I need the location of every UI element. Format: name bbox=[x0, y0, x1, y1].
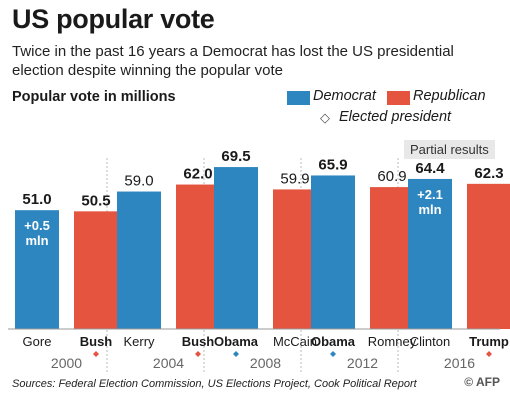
data-label: 64.4 bbox=[415, 160, 445, 177]
bar-democrat-2000 bbox=[15, 210, 59, 329]
data-label: 65.9 bbox=[318, 156, 347, 173]
legend-label-republican: Republican bbox=[413, 88, 486, 104]
bar-democrat-2016 bbox=[408, 178, 452, 329]
candidate-label: Gore bbox=[23, 334, 52, 349]
bar-republican-2008 bbox=[273, 189, 317, 329]
data-label: 60.9 bbox=[377, 168, 406, 185]
elected-diamond-icon bbox=[195, 351, 201, 357]
year-tick-label: 2016 bbox=[444, 355, 475, 371]
legend-label-democrat: Democrat bbox=[313, 88, 376, 104]
year-tick-label: 2000 bbox=[51, 355, 82, 371]
legend-swatch-republican bbox=[387, 91, 410, 105]
data-label: 69.5 bbox=[221, 148, 250, 165]
bar-annotation: +0.5 mln bbox=[24, 218, 50, 248]
elected-diamond-icon bbox=[233, 351, 239, 357]
year-tick-label: 2004 bbox=[153, 355, 184, 371]
chart-title: US popular vote bbox=[12, 4, 215, 34]
bar-republican-2004 bbox=[176, 184, 220, 329]
source-note: Sources: Federal Election Commission, US… bbox=[12, 378, 417, 390]
bar-republican-2012 bbox=[370, 187, 414, 329]
elected-diamond-icon bbox=[93, 351, 99, 357]
bar-republican-2016 bbox=[467, 183, 510, 329]
candidate-label: Kerry bbox=[123, 334, 155, 349]
data-label: 50.5 bbox=[81, 192, 110, 209]
elected-diamond-icon bbox=[486, 351, 492, 357]
y-axis-label: Popular vote in millions bbox=[12, 89, 176, 105]
candidate-label: Obama bbox=[311, 334, 356, 349]
candidate-label: Romney bbox=[368, 334, 417, 349]
data-label: 59.0 bbox=[124, 173, 153, 190]
legend-swatch-democrat bbox=[287, 91, 310, 105]
data-label: 51.0 bbox=[22, 191, 51, 208]
data-label: 62.3 bbox=[474, 165, 503, 182]
legend-label-elected: Elected president bbox=[339, 109, 452, 125]
bar-republican-2000 bbox=[74, 211, 118, 329]
afp-logo: © AFP bbox=[464, 375, 500, 389]
elected-diamond-icon: ◇ bbox=[320, 110, 330, 125]
bar-democrat-2004 bbox=[117, 191, 161, 329]
data-label: 59.9 bbox=[280, 170, 309, 187]
candidate-label: Trump bbox=[469, 334, 509, 349]
chart-subtitle: Twice in the past 16 years a Democrat ha… bbox=[12, 43, 454, 79]
year-tick-label: 2012 bbox=[347, 355, 378, 371]
partial-results-note: Partial results bbox=[404, 140, 495, 159]
elected-diamond-icon bbox=[330, 351, 336, 357]
year-tick-label: 2008 bbox=[250, 355, 281, 371]
candidate-label: Obama bbox=[214, 334, 259, 349]
candidate-label: Bush bbox=[80, 334, 113, 349]
bar-democrat-2012 bbox=[311, 175, 355, 329]
bar-annotation: +2.1 mln bbox=[417, 187, 443, 217]
candidate-label: Bush bbox=[182, 334, 215, 349]
candidate-label: Clinton bbox=[410, 334, 450, 349]
bar-chart: 51.0 Gore 50.5 Bush 2000 59.0 Kerry 62.0 Bush 200… bbox=[8, 148, 510, 372]
bar-democrat-2008 bbox=[214, 167, 258, 329]
data-label: 62.0 bbox=[183, 166, 212, 183]
candidate-label: McCain bbox=[273, 334, 317, 349]
